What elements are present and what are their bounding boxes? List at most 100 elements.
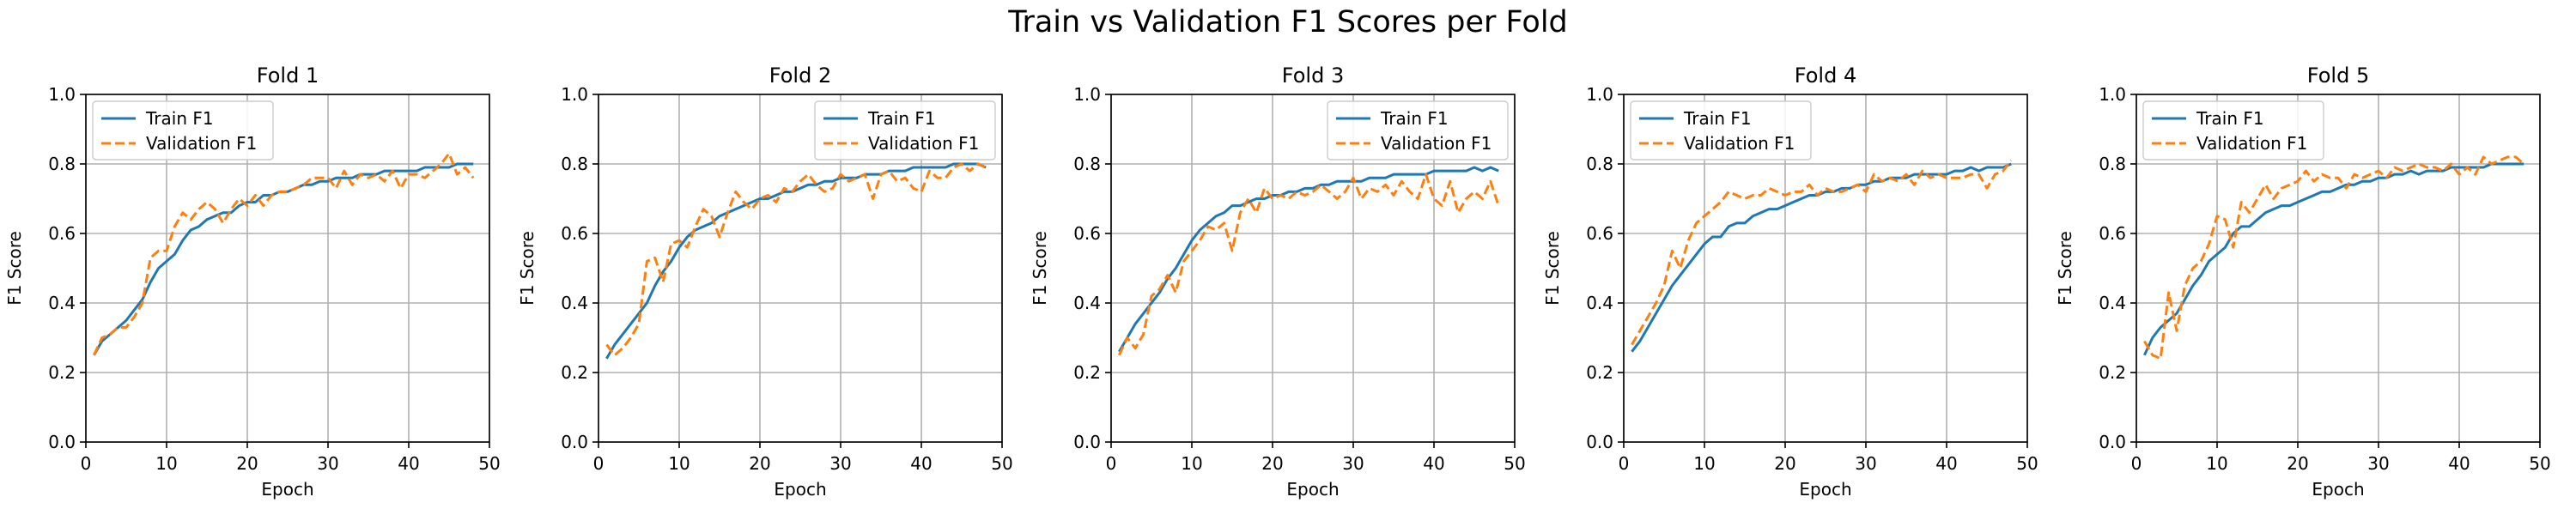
y-tick-label: 0.2 (1586, 362, 1613, 383)
legend-train-label: Train F1 (1380, 108, 1449, 129)
plot-frame (1110, 94, 1516, 443)
x-tick-label: 50 (478, 453, 500, 474)
x-tick-label: 10 (2206, 453, 2227, 474)
legend-validation-label: Validation F1 (146, 133, 257, 154)
y-tick-label: 0.2 (2099, 362, 2126, 383)
legend: Train F1 Validation F1 (92, 100, 274, 161)
legend: Train F1 Validation F1 (2142, 100, 2324, 161)
y-tick-label: 0.2 (1073, 362, 1101, 383)
y-tick-label: 0.8 (1073, 154, 1101, 174)
fold-panel-2: 0 10 20 30 40 50 0.0 0.2 0.4 0.6 0.8 1.0 Fold 2 Epoch… (517, 64, 1013, 500)
validation-f1-line (1118, 173, 1500, 356)
x-tick-label: 0 (1106, 453, 1117, 474)
plot-frame (2136, 94, 2541, 443)
y-tick-label: 0.8 (48, 154, 76, 174)
x-axis-label: Epoch (774, 479, 826, 500)
y-axis-label: F1 Score (4, 231, 25, 306)
legend-box (1630, 100, 1812, 161)
x-tick-label: 50 (991, 453, 1012, 474)
y-tick-label: 0.0 (48, 432, 76, 452)
y-tick-label: 0.6 (561, 223, 588, 244)
x-tick-label: 40 (1935, 453, 1957, 474)
figure-title: Train vs Validation F1 Scores per Fold (1008, 5, 1568, 39)
validation-f1-line (2143, 155, 2525, 360)
x-tick-label: 20 (749, 453, 770, 474)
y-tick-label: 1.0 (561, 84, 588, 105)
legend-validation-label: Validation F1 (1684, 133, 1795, 154)
legend-train-label: Train F1 (867, 108, 936, 129)
subplot-title: Fold 5 (2307, 64, 2369, 88)
legend-validation-label: Validation F1 (2196, 133, 2307, 154)
fold-panel-4: 0 10 20 30 40 50 0.0 0.2 0.4 0.6 0.8 1.0 Fold 4 Epoch… (1542, 64, 2038, 500)
x-tick-label: 10 (668, 453, 690, 474)
x-axis-label: Epoch (1799, 479, 1851, 500)
x-tick-label: 40 (910, 453, 932, 474)
legend-validation-label: Validation F1 (1381, 133, 1492, 154)
x-tick-label: 10 (1693, 453, 1715, 474)
x-tick-label: 40 (1423, 453, 1444, 474)
y-axis-label: F1 Score (1030, 231, 1050, 306)
x-tick-label: 50 (2016, 453, 2038, 474)
plot-frame (598, 94, 1003, 443)
x-tick-label: 10 (155, 453, 177, 474)
x-tick-label: 30 (2367, 453, 2389, 474)
fold-panel-3: 0 10 20 30 40 50 0.0 0.2 0.4 0.6 0.8 1.0 Fold 3 Epoch… (1030, 64, 1526, 500)
x-tick-label: 0 (81, 453, 92, 474)
y-tick-label: 1.0 (1586, 84, 1613, 105)
y-tick-label: 0.2 (561, 362, 588, 383)
subplot-title: Fold 1 (257, 64, 319, 88)
legend-train-label: Train F1 (145, 108, 214, 129)
legend-box (814, 100, 996, 161)
x-tick-label: 20 (1774, 453, 1795, 474)
x-tick-label: 0 (2131, 453, 2142, 474)
y-tick-label: 0.0 (1073, 432, 1101, 452)
fold-panel-5: 0 10 20 30 40 50 0.0 0.2 0.4 0.6 0.8 1.0 Fold 5 Epoch… (2055, 64, 2551, 500)
subplot-title: Fold 4 (1795, 64, 1856, 88)
y-tick-label: 0.8 (2099, 154, 2126, 174)
train-f1-line (605, 162, 987, 360)
y-tick-label: 0.4 (1073, 293, 1101, 313)
y-tick-label: 1.0 (2099, 84, 2126, 105)
train-f1-line (2143, 162, 2524, 356)
y-tick-label: 0.0 (2099, 432, 2126, 452)
x-axis-label: Epoch (261, 479, 313, 500)
y-axis-label: F1 Score (1542, 231, 1563, 306)
train-f1-line (1631, 162, 2012, 353)
y-tick-label: 0.8 (1586, 154, 1613, 174)
x-tick-label: 40 (398, 453, 419, 474)
y-tick-label: 0.0 (1586, 432, 1613, 452)
y-tick-label: 0.4 (2099, 293, 2126, 313)
legend-train-label: Train F1 (1683, 108, 1752, 129)
validation-f1-line (1631, 160, 2013, 346)
x-tick-label: 20 (236, 453, 258, 474)
x-tick-label: 50 (1504, 453, 1525, 474)
legend: Train F1 Validation F1 (1630, 100, 1812, 161)
legend: Train F1 Validation F1 (1327, 100, 1509, 161)
x-tick-label: 20 (1261, 453, 1283, 474)
legend-validation-label: Validation F1 (868, 133, 979, 154)
y-tick-label: 0.6 (2099, 223, 2126, 244)
legend-box (2142, 100, 2324, 161)
x-tick-label: 10 (1181, 453, 1202, 474)
x-tick-label: 50 (2529, 453, 2550, 474)
y-tick-label: 0.2 (48, 362, 76, 383)
x-tick-label: 0 (1619, 453, 1630, 474)
x-tick-label: 20 (2287, 453, 2308, 474)
plot-frame (1623, 94, 2028, 443)
x-tick-label: 30 (829, 453, 851, 474)
y-tick-label: 0.6 (1073, 223, 1101, 244)
legend-box (1327, 100, 1509, 161)
y-tick-label: 1.0 (1073, 84, 1101, 105)
y-tick-label: 0.4 (48, 293, 76, 313)
y-tick-label: 0.4 (1586, 293, 1613, 313)
y-tick-label: 1.0 (48, 84, 76, 105)
x-tick-label: 30 (1855, 453, 1876, 474)
plot-frame (85, 94, 490, 443)
x-tick-label: 40 (2448, 453, 2470, 474)
validation-f1-line (93, 152, 475, 356)
legend-train-label: Train F1 (2196, 108, 2264, 129)
y-axis-label: F1 Score (2055, 231, 2075, 306)
y-tick-label: 0.4 (561, 293, 588, 313)
subplot-title: Fold 2 (769, 64, 831, 88)
